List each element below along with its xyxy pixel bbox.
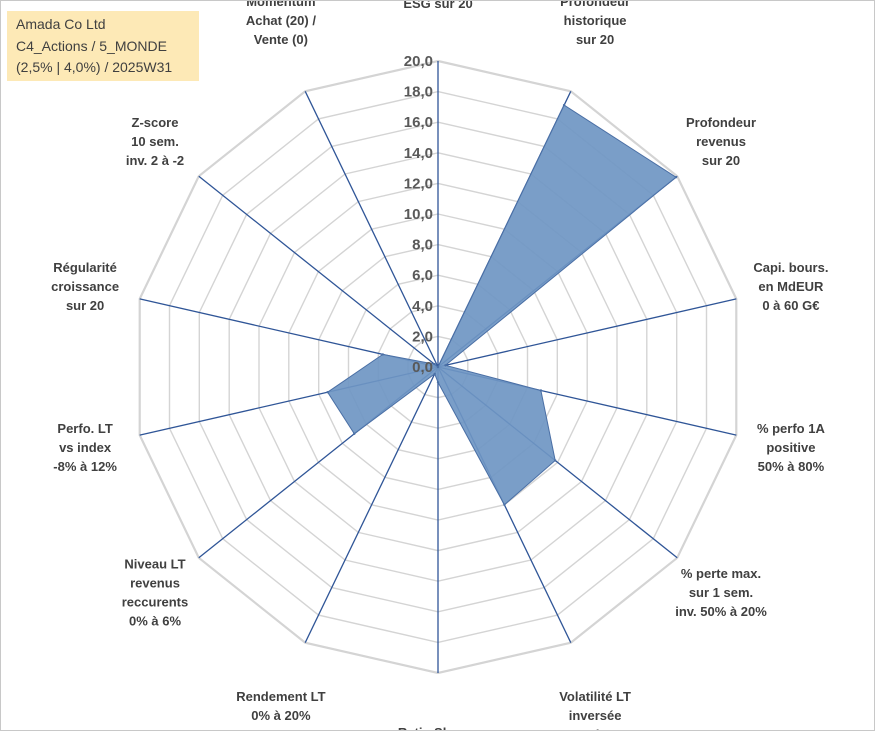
category-label-11: Régularité croissance sur 20 bbox=[51, 260, 119, 313]
tick-label-8: 16,0 bbox=[404, 114, 433, 131]
data-point-7 bbox=[436, 381, 440, 384]
data-point-4 bbox=[539, 389, 543, 392]
tick-label-5: 10,0 bbox=[404, 206, 433, 223]
title-line-3: (2,5% | 4,0%) / 2025W31 bbox=[16, 59, 173, 75]
data-point-9 bbox=[353, 432, 356, 435]
category-label-line: sur 20 bbox=[576, 32, 614, 47]
spoke-3 bbox=[437, 298, 737, 368]
category-label-line: Niveau LT bbox=[124, 557, 185, 572]
category-label-line: inversée bbox=[569, 708, 622, 723]
category-label-line: % perte max. bbox=[681, 566, 761, 581]
category-label-13: Momentum Achat (20) / Vente (0) bbox=[246, 1, 316, 47]
category-label-7: Ratio Sharpe0 à 1 bbox=[398, 725, 478, 730]
category-label-line: % perfo 1A bbox=[757, 421, 826, 436]
tick-label-9: 18,0 bbox=[404, 84, 433, 101]
category-label-line: Achat (20) / bbox=[246, 13, 316, 28]
category-label-line: sur 1 sem. bbox=[689, 585, 753, 600]
tick-label-10: 20,0 bbox=[404, 53, 433, 70]
category-label-line: historique bbox=[564, 13, 627, 28]
category-label-line: positive bbox=[766, 440, 815, 455]
category-label-line: 0 à 60 G€ bbox=[762, 298, 819, 313]
category-label-line: -8% à 12% bbox=[53, 459, 117, 474]
data-point-8 bbox=[433, 372, 436, 376]
category-label-line: Volatilité LT bbox=[559, 689, 631, 704]
data-point-3 bbox=[444, 364, 447, 367]
data-point-13 bbox=[436, 365, 440, 369]
category-label-line: sur 20 bbox=[66, 298, 104, 313]
spoke-13 bbox=[304, 91, 439, 368]
category-label-line: Profondeur bbox=[560, 1, 630, 9]
category-label-line: revenus bbox=[130, 576, 180, 591]
category-label-line: Régularité bbox=[53, 260, 117, 275]
data-point-12 bbox=[433, 362, 436, 366]
title-line-2: C4_Actions / 5_MONDE bbox=[16, 37, 167, 54]
category-label-line: 0% à 20% bbox=[251, 708, 311, 723]
category-label-5: % perte max. sur 1 sem. inv. 50% à 20% bbox=[675, 566, 767, 619]
data-point-5 bbox=[554, 459, 557, 462]
data-point-2 bbox=[674, 176, 678, 179]
category-label-line: reccurents bbox=[122, 595, 188, 610]
category-label-line: inv. 50% à 20% bbox=[675, 604, 767, 619]
spoke-8 bbox=[304, 366, 439, 643]
data-point-11 bbox=[381, 353, 384, 356]
category-label-2: Profondeur revenus sur 20 bbox=[686, 115, 756, 168]
data-point-6 bbox=[503, 503, 506, 506]
category-label-0: NoteESG sur 20 bbox=[403, 1, 472, 11]
tick-label-7: 14,0 bbox=[404, 145, 433, 162]
category-label-line: inv. 2 à -2 bbox=[126, 153, 184, 168]
category-label-line: 50% à 80% bbox=[758, 459, 825, 474]
category-label-line: 10 sem. bbox=[131, 134, 179, 149]
tick-label-1: 2,0 bbox=[412, 328, 433, 345]
tick-label-6: 12,0 bbox=[404, 175, 433, 192]
category-label-line: Perfo. LT bbox=[57, 421, 112, 436]
chart-title-box: Amada Co Ltd C4_Actions / 5_MONDE (2,5% … bbox=[7, 11, 199, 81]
tick-label-3: 6,0 bbox=[412, 267, 433, 284]
category-label-10: Perfo. LT vs index -8% à 12% bbox=[53, 421, 117, 474]
category-label-line: revenus bbox=[696, 134, 746, 149]
category-label-line: vs index bbox=[59, 440, 112, 455]
title-line-1: Amada Co Ltd bbox=[16, 16, 106, 32]
category-label-4: % perfo 1A positive 50% à 80% bbox=[757, 421, 826, 474]
category-label-line: sur 20 bbox=[702, 153, 740, 168]
category-label-line: en MdEUR bbox=[758, 279, 824, 294]
series-area bbox=[326, 104, 677, 506]
category-label-line: Capi. bours. bbox=[753, 260, 828, 275]
tick-label-2: 4,0 bbox=[412, 298, 433, 315]
category-label-8: Rendement LT 0% à 20% bbox=[236, 689, 325, 723]
category-label-9: Niveau LT revenus reccurents 0% à 6% bbox=[122, 557, 188, 629]
category-label-line: Vente (0) bbox=[254, 32, 308, 47]
category-label-6: Volatilité LT inversée 40% à 0% bbox=[559, 689, 631, 730]
category-label-line: ESG sur 20 bbox=[403, 1, 472, 11]
category-label-line: Rendement LT bbox=[236, 689, 325, 704]
data-point-1 bbox=[562, 103, 566, 107]
tick-label-4: 8,0 bbox=[412, 237, 433, 254]
category-label-12: Z-score 10 sem. inv. 2 à -2 bbox=[126, 115, 184, 168]
category-label-line: Profondeur bbox=[686, 115, 756, 130]
category-label-line: croissance bbox=[51, 279, 119, 294]
tick-label-0: 0,0 bbox=[412, 359, 433, 376]
category-label-3: Capi. bours. en MdEUR 0 à 60 G€ bbox=[753, 260, 828, 313]
category-label-1: Profondeur historique sur 20 bbox=[560, 1, 630, 47]
category-label-line: Momentum bbox=[246, 1, 315, 9]
data-point-10 bbox=[326, 391, 329, 394]
spoke-12 bbox=[198, 175, 439, 368]
category-label-line: 40% à 0% bbox=[565, 727, 625, 730]
category-label-line: Z-score bbox=[132, 115, 179, 130]
category-label-line: 0% à 6% bbox=[129, 614, 181, 629]
category-label-line: Ratio Sharpe bbox=[398, 725, 478, 730]
